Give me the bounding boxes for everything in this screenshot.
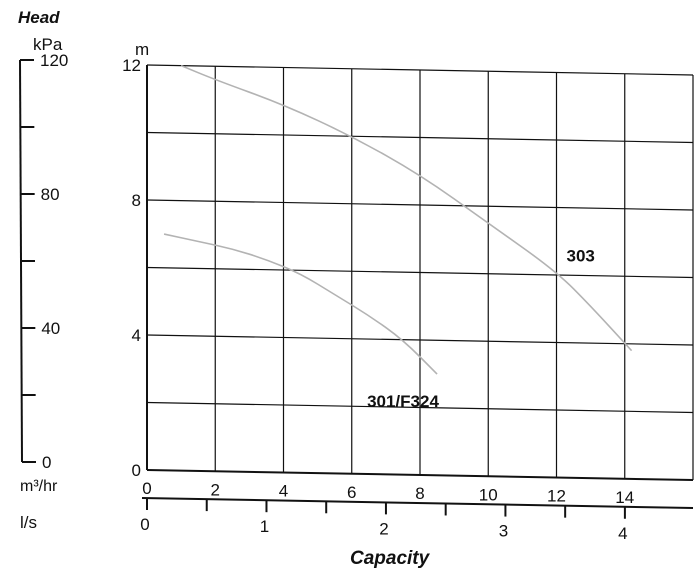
- y-tick-label: 4: [132, 326, 141, 345]
- ls-axis-line: [141, 497, 694, 509]
- series-curve-301-f324: [163, 233, 438, 375]
- kpa-tick-label: 40: [41, 319, 60, 338]
- kpa-tick-label: 120: [40, 51, 68, 70]
- kpa-tick-label: 0: [42, 453, 51, 472]
- ls-tick-label: 3: [499, 522, 508, 541]
- ls-tick-label: 0: [140, 515, 149, 534]
- curves: 303 301/F324: [163, 64, 633, 411]
- series-label-301-f324: 301/F324: [367, 392, 439, 411]
- x2-axis-unit: l/s: [20, 513, 37, 532]
- x-tick-label: 6: [347, 483, 356, 502]
- y-tick-label: 0: [132, 461, 141, 480]
- y-tick-label: 8: [132, 191, 141, 210]
- y-axis-title: Head: [18, 8, 60, 27]
- x-axis-title: Capacity: [350, 548, 431, 569]
- kpa-tick-label: 80: [41, 185, 60, 204]
- x-tick-label: 10: [479, 485, 498, 504]
- x-tick-label: 12: [547, 487, 566, 506]
- y2-axis-unit: kPa: [33, 35, 63, 54]
- x-tick-label: 2: [211, 480, 220, 499]
- y-tick-label: 12: [122, 56, 141, 75]
- x-axis-unit: m³/hr: [20, 478, 58, 495]
- ls-tick-label: 4: [618, 524, 627, 543]
- ls-tick-label: 1: [260, 517, 269, 536]
- series-label-303: 303: [567, 247, 595, 266]
- grid: [146, 64, 694, 481]
- x-tick-label: 4: [279, 482, 288, 501]
- x-tick-label: 0: [142, 479, 151, 498]
- series-curve-303: [180, 64, 633, 352]
- x-tick-label: 8: [415, 484, 424, 503]
- x-tick-label: 14: [615, 488, 634, 507]
- y-axis-unit: m: [135, 40, 149, 59]
- ls-tick-label: 2: [379, 519, 388, 538]
